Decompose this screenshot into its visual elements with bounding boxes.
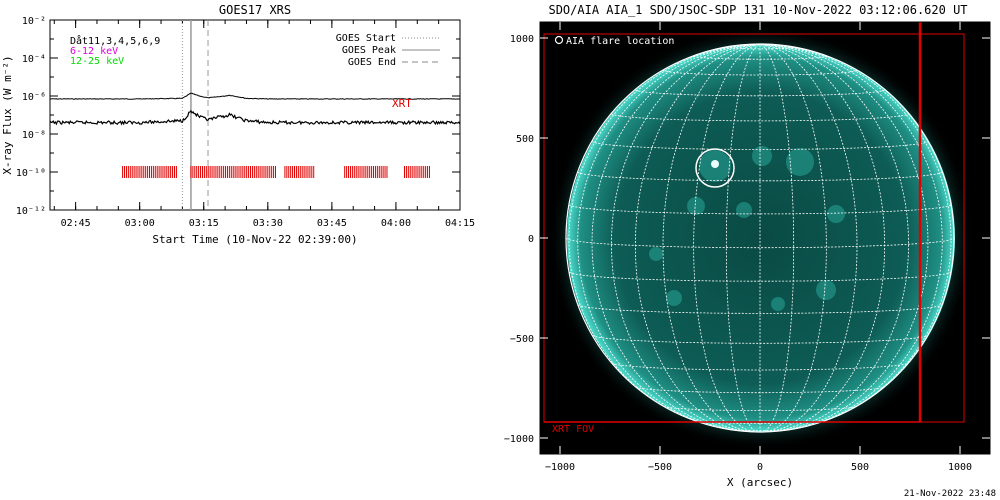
aia-x-tick-label: 500	[851, 462, 869, 473]
active-region	[687, 197, 705, 215]
footer-timestamp: 21-Nov-2022 23:48	[904, 489, 996, 499]
longitude-line	[591, 43, 761, 432]
latitude-line	[591, 140, 929, 150]
active-region	[827, 205, 845, 223]
goes-legend-right: GOES Start GOES Peak GOES End	[336, 33, 440, 68]
goes-y-axis: 10⁻² 10⁻⁴ 10⁻⁶ 10⁻⁸ 10⁻¹⁰ 10⁻¹²	[16, 16, 460, 217]
latitude-line	[577, 304, 943, 314]
aia-y-tick-label: 500	[516, 134, 534, 145]
active-region	[771, 297, 785, 311]
longitude-line	[693, 43, 761, 432]
longitude-line	[759, 43, 886, 432]
goes-title: GOES17 XRS	[219, 3, 291, 17]
active-region	[736, 202, 752, 218]
goes-legend-left: Dåt11,3,4,5,6,9 6-12 keV 12-25 keV	[70, 34, 160, 67]
goes-x-tick-label: 04:00	[381, 218, 411, 229]
longitude-line	[759, 43, 910, 432]
xrt-observation-bars	[122, 166, 430, 178]
aia-x-tick-label: −1000	[545, 462, 575, 473]
latitude-line	[611, 362, 909, 371]
aia-y-axis: 1000 500 0 −500 −1000	[504, 34, 990, 445]
goes-x-tick-label: 03:30	[253, 218, 283, 229]
heliographic-grid	[565, 43, 955, 433]
aia-xlabel: X (arcsec)	[727, 476, 793, 489]
longitude-line	[577, 43, 761, 431]
active-region	[649, 247, 663, 261]
legend-detectors: Dåt11,3,4,5,6,9	[70, 34, 160, 47]
goes-x-tick-label: 02:45	[61, 218, 91, 229]
goes-series-line	[49, 109, 461, 126]
longitude-line	[759, 43, 795, 433]
xrt-fov-label: XRT FOV	[552, 424, 594, 435]
goes-y-tick-label: 10⁻⁴	[22, 54, 46, 65]
goes-data-series	[49, 92, 461, 126]
legend-goes-peak: GOES Peak	[342, 45, 396, 56]
longitude-line	[725, 43, 761, 433]
goes-chart: GOES17 XRS 10⁻² 10⁻⁴ 10⁻⁶ 10⁻⁸ 10⁻¹⁰ 10⁻¹² 02…	[1, 3, 475, 246]
goes-y-tick-label: 10⁻⁶	[22, 92, 46, 103]
goes-series-line	[49, 92, 461, 100]
flare-kernel	[711, 160, 719, 168]
longitude-line	[759, 43, 943, 431]
latitude-line	[611, 113, 909, 122]
goes-x-tick-label: 04:15	[445, 218, 475, 229]
goes-y-tick-label: 10⁻¹²	[16, 206, 46, 217]
aia-x-tick-label: 0	[757, 462, 763, 473]
active-regions	[649, 146, 845, 311]
longitude-line	[759, 43, 858, 432]
longitude-line	[759, 43, 929, 432]
goes-y-tick-label: 10⁻²	[22, 16, 46, 27]
longitude-line	[759, 43, 827, 432]
longitude-line	[634, 43, 761, 432]
aia-y-tick-label: 0	[528, 234, 534, 245]
goes-y-tick-label: 10⁻¹⁰	[16, 168, 46, 179]
limb-circle	[565, 43, 955, 433]
aia-y-tick-label: 1000	[510, 34, 534, 45]
goes-x-tick-label: 03:15	[189, 218, 219, 229]
active-region	[752, 146, 772, 166]
legend-goes-end: GOES End	[348, 57, 396, 68]
goes-x-axis: 02:45 03:00 03:15 03:30 03:45 04:00 04:15	[53, 20, 475, 229]
aia-x-tick-label: 1000	[948, 462, 972, 473]
goes-event-markers	[181, 20, 209, 210]
solar-disk	[567, 44, 955, 432]
goes-y-tick-label: 10⁻⁸	[22, 130, 46, 141]
flare-legend-symbol	[554, 35, 564, 45]
active-region	[786, 148, 814, 176]
latitude-line	[577, 171, 943, 182]
flare-location-circle	[695, 148, 735, 188]
flare-legend-label: AIA flare location	[566, 36, 674, 47]
aia-image-chart: SDO/AIA AIA_1 SDO/JSOC-SDP 131 10-Nov-20…	[504, 3, 991, 489]
goes-x-tick-label: 03:00	[125, 218, 155, 229]
aia-x-tick-label: −500	[648, 462, 672, 473]
legend-12-25-kev: 12-25 keV	[70, 56, 124, 67]
active-region	[666, 290, 682, 306]
aia-title: SDO/AIA AIA_1 SDO/JSOC-SDP 131 10-Nov-20…	[548, 3, 967, 17]
aia-y-tick-label: −1000	[504, 434, 534, 445]
longitude-line	[662, 43, 761, 432]
aia-y-tick-label: −500	[510, 334, 534, 345]
goes-xlabel: Start Time (10-Nov-22 02:39:00)	[152, 233, 357, 246]
legend-6-12-kev: 6-12 keV	[70, 46, 118, 57]
goes-ylabel: X-ray Flux (W m⁻²)	[1, 55, 14, 174]
xrt-label: XRT	[392, 97, 412, 110]
latitude-line	[568, 271, 952, 282]
goes-x-tick-label: 03:45	[317, 218, 347, 229]
aia-x-axis: −1000 −500 0 500 1000	[545, 22, 972, 473]
active-region	[816, 280, 836, 300]
legend-goes-start: GOES Start	[336, 33, 396, 44]
longitude-line	[610, 43, 761, 432]
